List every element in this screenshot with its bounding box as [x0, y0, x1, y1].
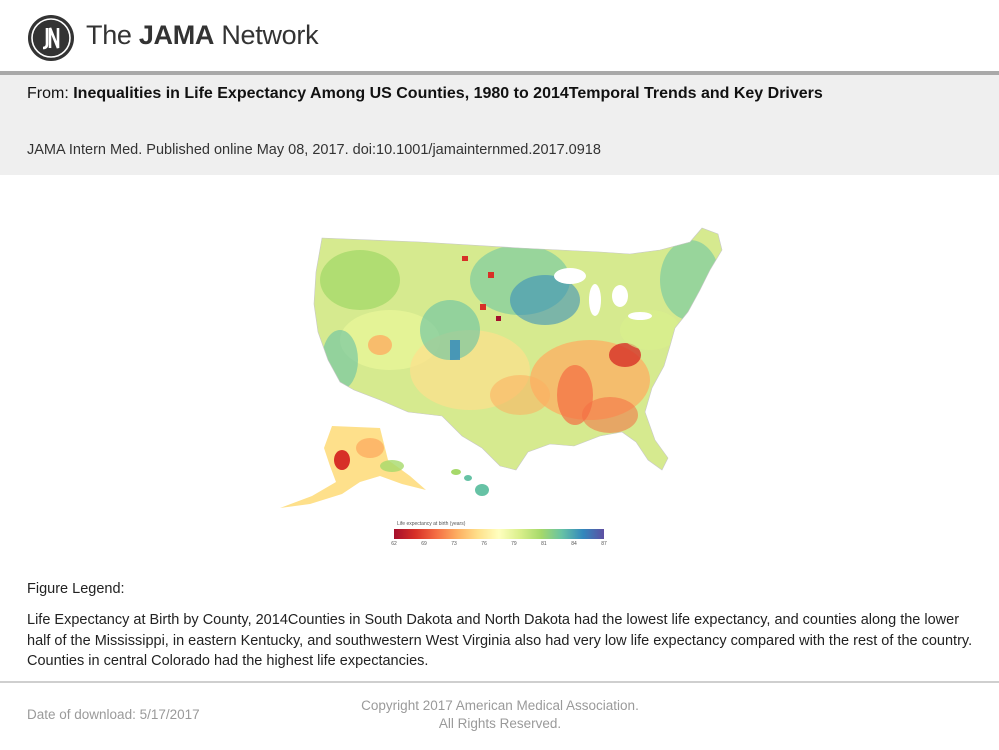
jama-network-logo[interactable]	[28, 15, 74, 61]
map-color-scale	[394, 529, 604, 539]
choropleth-map	[280, 227, 723, 508]
scale-tick: 87	[601, 541, 607, 547]
alaska-low-region	[334, 450, 350, 470]
copyright-notice: Copyright 2017 American Medical Associat…	[340, 697, 660, 733]
brand-suffix: Network	[214, 20, 319, 50]
citation-panel	[0, 75, 999, 175]
rights-line: All Rights Reserved.	[438, 716, 562, 731]
journal-info: JAMA Intern Med. Published online May 08…	[27, 142, 601, 158]
footer-divider	[0, 681, 999, 683]
county-color-patches	[320, 240, 720, 433]
lake-superior	[554, 268, 586, 284]
scale-tick: 62	[391, 541, 397, 547]
map-legend-title: Life expectancy at birth (years)	[397, 521, 466, 527]
us-county-life-expectancy-map	[270, 220, 730, 510]
brand-prefix: The	[86, 20, 139, 50]
article-title: Inequalities in Life Expectancy Among US…	[73, 85, 823, 102]
brand-name[interactable]: The JAMA Network	[86, 20, 319, 51]
scale-tick: 84	[571, 541, 577, 547]
jn-monogram-icon	[31, 18, 71, 58]
scale-tick: 81	[541, 541, 547, 547]
scale-tick: 69	[421, 541, 427, 547]
copyright-line: Copyright 2017 American Medical Associat…	[361, 698, 639, 713]
brand-jama: JAMA	[138, 20, 215, 50]
lake-huron	[612, 285, 628, 307]
figure-legend-heading: Figure Legend:	[27, 581, 125, 597]
article-citation: From: Inequalities in Life Expectancy Am…	[27, 85, 823, 103]
download-date: Date of download: 5/17/2017	[27, 707, 200, 722]
scale-tick: 73	[451, 541, 457, 547]
alaska-shape	[280, 426, 426, 508]
lake-michigan	[589, 284, 601, 316]
site-header: The JAMA Network	[0, 0, 999, 72]
scale-tick: 79	[511, 541, 517, 547]
from-label: From:	[27, 85, 74, 102]
figure-legend-text: Life Expectancy at Birth by County, 2014…	[27, 612, 973, 669]
scale-tick: 76	[481, 541, 487, 547]
hawaii-island	[451, 469, 461, 475]
header-divider	[0, 71, 999, 75]
lake-erie	[628, 312, 652, 320]
map-scale-ticks: 62 69 73 76 79 81 84 87	[391, 541, 607, 549]
